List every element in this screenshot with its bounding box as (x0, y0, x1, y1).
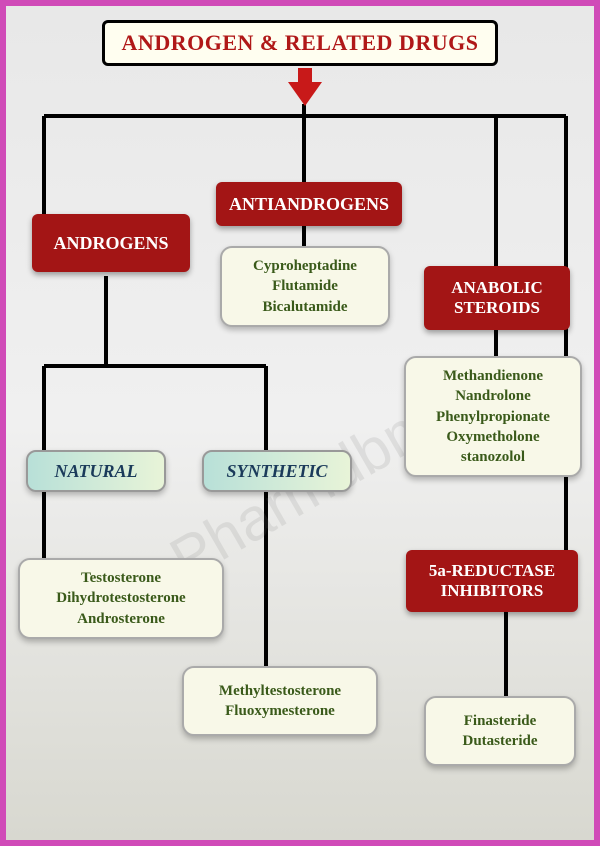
drug-item: stanozolol (461, 447, 525, 467)
drug-item: Dihydrotestosterone (56, 588, 185, 608)
category-label: ANTIANDROGENS (229, 194, 389, 215)
category-reductase: 5a-REDUCTASE INHIBITORS (406, 550, 578, 612)
category-antiandrogens: ANTIANDROGENS (216, 182, 402, 226)
drug-item: Flutamide (272, 276, 338, 296)
sub-synthetic: SYNTHETIC (202, 450, 352, 492)
category-label: ANDROGENS (53, 233, 168, 254)
category-anabolic: ANABOLIC STEROIDS (424, 266, 570, 330)
category-androgens: ANDROGENS (32, 214, 190, 272)
drug-item: Phenylpropionate (436, 407, 550, 427)
sub-label: NATURAL (54, 461, 137, 482)
drug-item: Androsterone (77, 609, 165, 629)
drugs-synthetic: MethyltestosteroneFluoxymesterone (182, 666, 378, 736)
drug-item: Methyltestosterone (219, 681, 341, 701)
sub-natural: NATURAL (26, 450, 166, 492)
drug-item: Testosterone (81, 568, 161, 588)
drugs-antiandrogens: CyproheptadineFlutamideBicalutamide (220, 246, 390, 327)
drug-item: Cyproheptadine (253, 256, 357, 276)
drug-item: Fluoxymesterone (225, 701, 335, 721)
drug-item: Oxymetholone (446, 427, 539, 447)
category-label: ANABOLIC STEROIDS (432, 278, 562, 317)
drug-item: Nandrolone (455, 386, 531, 406)
sub-label: SYNTHETIC (226, 461, 327, 482)
drugs-anabolic: MethandienoneNandrolonePhenylpropionateO… (404, 356, 582, 477)
drug-item: Finasteride (464, 711, 537, 731)
category-label: 5a-REDUCTASE INHIBITORS (414, 561, 570, 600)
drug-item: Dutasteride (463, 731, 538, 751)
drug-item: Bicalutamide (263, 297, 348, 317)
title-text: ANDROGEN & RELATED DRUGS (122, 30, 479, 56)
drugs-natural: TestosteroneDihydrotestosteroneAndroster… (18, 558, 224, 639)
drug-item: Methandienone (443, 366, 543, 386)
drugs-reductase: FinasterideDutasteride (424, 696, 576, 766)
title-box: ANDROGEN & RELATED DRUGS (102, 20, 498, 66)
